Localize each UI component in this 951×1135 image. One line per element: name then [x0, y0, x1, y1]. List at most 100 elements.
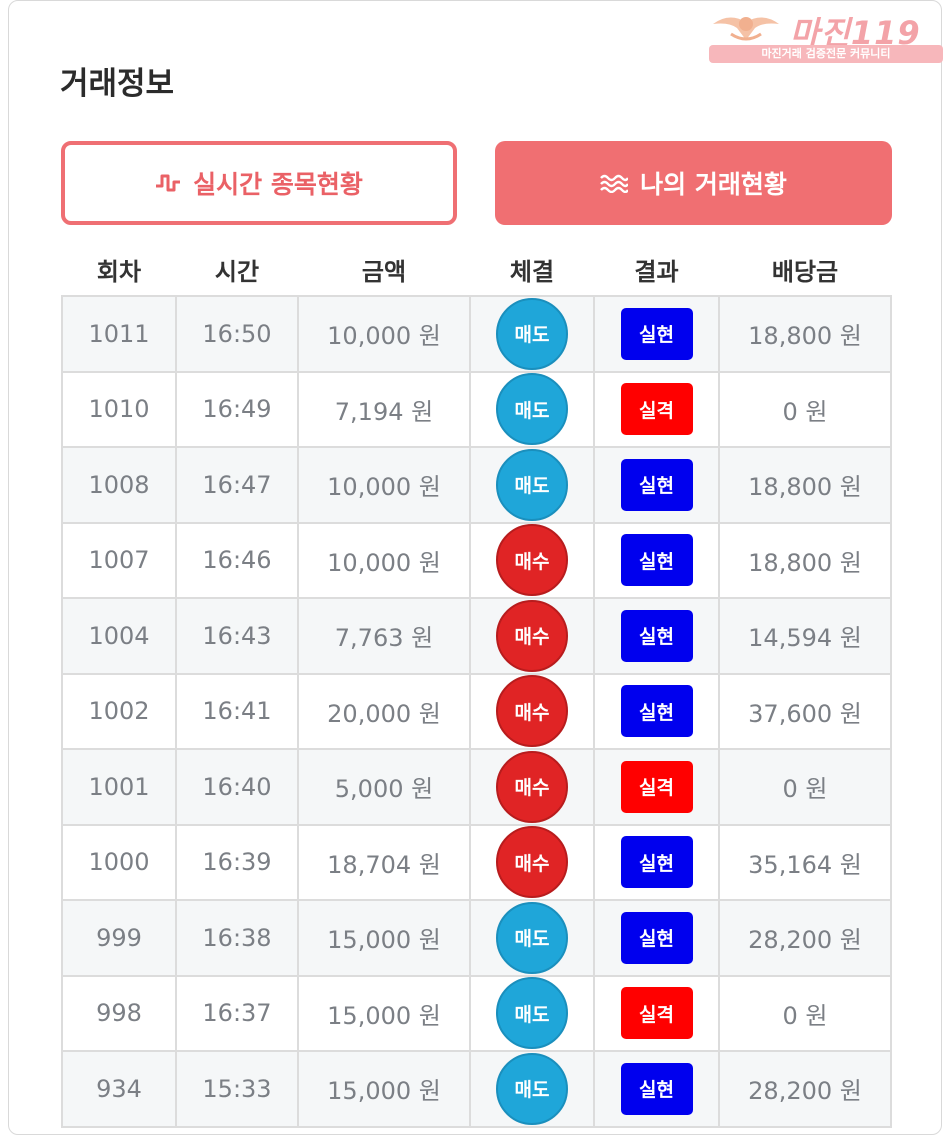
- payout-cell: 18,800 원: [720, 448, 892, 524]
- round-cell: 1011: [63, 297, 177, 373]
- payout-cell: 37,600 원: [720, 674, 892, 750]
- amount-cell: 15,000 원: [299, 976, 471, 1052]
- result-win-badge: 실현: [620, 307, 693, 360]
- round-cell: 998: [63, 976, 177, 1052]
- result-win-badge: 실현: [620, 911, 693, 964]
- execution-cell: 매수: [471, 825, 595, 901]
- table-row: 1004 16:43 7,763 원 매수 실현 14,594 원: [63, 599, 892, 675]
- time-cell: 16:37: [177, 976, 299, 1052]
- sell-type-badge: 매도: [496, 977, 568, 1050]
- table-row: 1000 16:39 18,704 원 매수 실현 35,164 원: [63, 825, 892, 901]
- time-cell: 16:47: [177, 448, 299, 524]
- table-row: 934 15:33 15,000 원 매도 실현 28,200 원: [63, 1052, 892, 1128]
- execution-cell: 매수: [471, 750, 595, 826]
- amount-cell: 7,194 원: [299, 372, 471, 448]
- header-time: 시간: [214, 258, 260, 286]
- pulse-wave-icon: [155, 172, 181, 194]
- amount-cell: 15,000 원: [299, 901, 471, 977]
- payout-cell: 14,594 원: [720, 599, 892, 675]
- header-result: 결과: [634, 258, 679, 286]
- amount-cell: 18,704 원: [299, 825, 471, 901]
- time-cell: 16:41: [177, 674, 299, 750]
- result-win-badge: 실현: [620, 458, 693, 511]
- header-round: 회차: [96, 258, 142, 286]
- payout-cell: 0 원: [720, 750, 892, 826]
- result-cell: 실격: [595, 372, 720, 448]
- amount-cell: 10,000 원: [299, 448, 471, 524]
- buy-type-badge: 매수: [496, 675, 568, 748]
- result-cell: 실현: [595, 523, 720, 599]
- table-header: 회차 시간 금액 체결 결과 배당금: [62, 252, 891, 292]
- round-cell: 1002: [63, 674, 177, 750]
- result-lose-badge: 실격: [620, 987, 693, 1040]
- payout-cell: 28,200 원: [720, 1052, 892, 1128]
- result-lose-badge: 실격: [620, 383, 693, 436]
- header-execution: 체결: [509, 258, 555, 286]
- result-cell: 실현: [595, 901, 720, 977]
- header-amount: 금액: [361, 258, 407, 286]
- time-cell: 16:46: [177, 523, 299, 599]
- result-cell: 실현: [595, 599, 720, 675]
- table-row: 1002 16:41 20,000 원 매수 실현 37,600 원: [63, 674, 892, 750]
- table-row: 999 16:38 15,000 원 매도 실현 28,200 원: [63, 901, 892, 977]
- amount-cell: 7,763 원: [299, 599, 471, 675]
- round-cell: 1004: [63, 599, 177, 675]
- payout-cell: 18,800 원: [720, 297, 892, 373]
- execution-cell: 매도: [471, 901, 595, 977]
- payout-cell: 35,164 원: [720, 825, 892, 901]
- my-trade-status-label: 나의 거래현황: [640, 170, 787, 199]
- result-win-badge: 실현: [620, 534, 693, 587]
- sell-type-badge: 매도: [496, 1052, 568, 1125]
- round-cell: 1007: [63, 523, 177, 599]
- amount-cell: 10,000 원: [299, 523, 471, 599]
- live-stock-status-button[interactable]: 실시간 종목현황: [61, 141, 457, 225]
- sell-type-badge: 매도: [496, 901, 568, 974]
- result-cell: 실현: [595, 1052, 720, 1128]
- execution-cell: 매수: [471, 523, 595, 599]
- result-win-badge: 실현: [620, 685, 693, 738]
- round-cell: 1008: [63, 448, 177, 524]
- time-cell: 16:39: [177, 825, 299, 901]
- time-cell: 16:43: [177, 599, 299, 675]
- eagle-emblem-icon: [713, 17, 779, 41]
- payout-cell: 0 원: [720, 372, 892, 448]
- time-cell: 16:40: [177, 750, 299, 826]
- trade-table: 1011 16:50 10,000 원 매도 실현 18,800 원 1010 16:49 7,…: [61, 295, 892, 1128]
- waves-icon: [600, 173, 629, 193]
- round-cell: 1001: [63, 750, 177, 826]
- result-cell: 실현: [595, 674, 720, 750]
- execution-cell: 매도: [471, 976, 595, 1052]
- site-logo[interactable]: 마진119 마진거래 검증전문 커뮤니티: [705, 8, 945, 64]
- sell-type-badge: 매도: [496, 448, 568, 521]
- execution-cell: 매도: [471, 448, 595, 524]
- table-row: 1008 16:47 10,000 원 매도 실현 18,800 원: [63, 448, 892, 524]
- table-row: 1010 16:49 7,194 원 매도 실격 0 원: [63, 372, 892, 448]
- payout-cell: 28,200 원: [720, 901, 892, 977]
- live-stock-status-label: 실시간 종목현황: [193, 170, 363, 199]
- header-payout: 배당금: [771, 258, 839, 286]
- result-cell: 실현: [595, 448, 720, 524]
- table-row: 1001 16:40 5,000 원 매수 실격 0 원: [63, 750, 892, 826]
- time-cell: 16:50: [177, 297, 299, 373]
- my-trade-status-button[interactable]: 나의 거래현황: [495, 141, 892, 225]
- result-cell: 실격: [595, 976, 720, 1052]
- buy-type-badge: 매수: [496, 826, 568, 899]
- amount-cell: 10,000 원: [299, 297, 471, 373]
- buy-type-badge: 매수: [496, 750, 568, 823]
- amount-cell: 15,000 원: [299, 1052, 471, 1128]
- amount-cell: 5,000 원: [299, 750, 471, 826]
- result-win-badge: 실현: [620, 609, 693, 662]
- sell-type-badge: 매도: [496, 373, 568, 446]
- logo-tagline: 마진거래 검증전문 커뮤니티: [761, 47, 891, 60]
- amount-cell: 20,000 원: [299, 674, 471, 750]
- buy-type-badge: 매수: [496, 599, 568, 672]
- round-cell: 934: [63, 1052, 177, 1128]
- payout-cell: 18,800 원: [720, 523, 892, 599]
- table-row: 1011 16:50 10,000 원 매도 실현 18,800 원: [63, 297, 892, 373]
- result-lose-badge: 실격: [620, 760, 693, 813]
- execution-cell: 매도: [471, 372, 595, 448]
- round-cell: 999: [63, 901, 177, 977]
- execution-cell: 매도: [471, 297, 595, 373]
- result-cell: 실현: [595, 297, 720, 373]
- result-cell: 실격: [595, 750, 720, 826]
